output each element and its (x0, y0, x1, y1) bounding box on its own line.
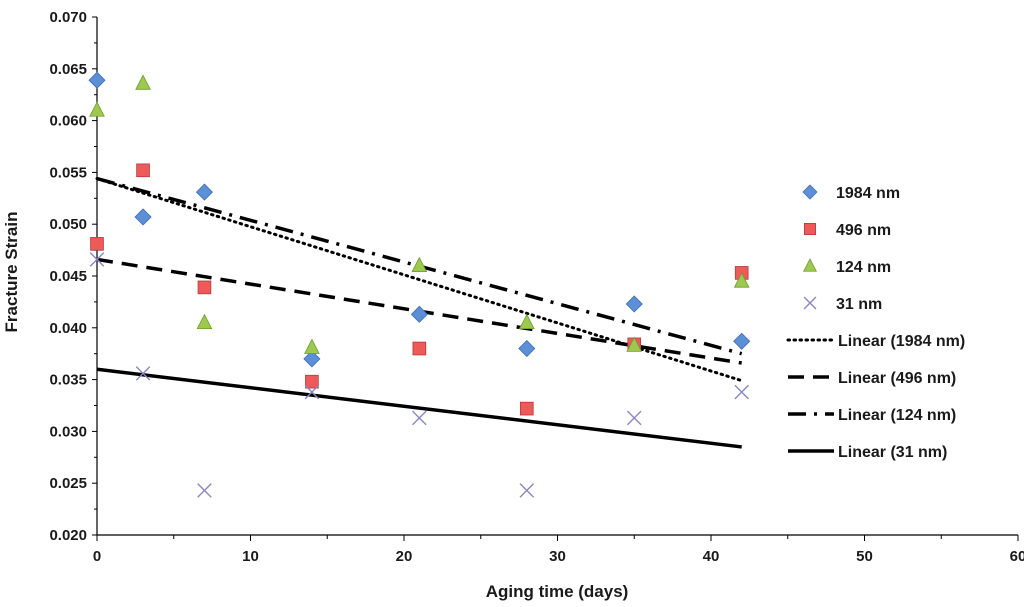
tick-labels: 0.020 0.025 0.030 0.035 0.040 0.045 0.050 0.055… (49, 9, 1024, 565)
x-tick-label: 20 (396, 548, 413, 565)
data-point-x (89, 252, 105, 267)
data-point-square (412, 341, 427, 356)
y-tick-label: 0.060 (49, 113, 87, 130)
data-point-x (734, 384, 749, 400)
x-stroke (197, 483, 212, 498)
legend-label: 31 nm (836, 296, 882, 313)
y-axis-title: Fracture Strain (2, 212, 21, 333)
x-tick-label: 30 (549, 548, 566, 565)
y-tick-label: 0.040 (49, 320, 87, 337)
x-tick-label: 40 (703, 548, 720, 565)
data-point-triangle (518, 313, 535, 330)
data-point-triangle (89, 101, 105, 117)
data-point-square (136, 163, 150, 178)
data-point-square (90, 237, 104, 251)
x-tick-label: 60 (1010, 548, 1024, 565)
data-point-square (197, 280, 212, 295)
x-stroke (734, 384, 749, 400)
x-tick-label: 10 (242, 548, 259, 565)
x-tick-label: 50 (856, 548, 873, 565)
y-tick-label: 0.030 (49, 423, 87, 440)
data-point-diamond (733, 332, 751, 350)
data-point-triangle (733, 272, 750, 288)
data-point-diamond (518, 339, 536, 358)
data-point-x (519, 483, 535, 498)
data-point-diamond (303, 350, 321, 368)
data-point-x (135, 366, 151, 381)
axes (92, 16, 1019, 541)
y-tick-label: 0.050 (49, 216, 87, 233)
legend-label: Linear (31 nm) (838, 444, 947, 461)
data-point-diamond (88, 71, 106, 89)
data-point-x (304, 384, 320, 400)
data-point-diamond (802, 184, 818, 200)
data-point-x (197, 483, 212, 498)
x-axis-title: Aging time (days) (486, 582, 629, 601)
x-tick-label: 0 (93, 548, 101, 565)
x-stroke (135, 366, 151, 381)
x-stroke (803, 296, 817, 310)
data-point-x (626, 410, 642, 426)
y-tick-label: 0.020 (49, 527, 87, 544)
y-tick-label: 0.070 (49, 9, 87, 26)
trendline-solid (96, 367, 742, 449)
data-point-square (520, 401, 534, 416)
data-point-diamond (410, 305, 428, 323)
legend-label: Linear (496 nm) (838, 370, 956, 387)
data-point-diamond (134, 208, 152, 226)
legend-label: 496 nm (836, 222, 891, 239)
legend-label: 124 nm (836, 259, 891, 276)
x-stroke (626, 410, 642, 426)
legend-label: 1984 nm (836, 185, 900, 202)
data-point-x (803, 296, 817, 310)
y-tick-label: 0.035 (49, 372, 87, 389)
data-point-triangle (803, 258, 817, 272)
x-stroke (304, 384, 320, 400)
legend-label: Linear (1984 nm) (838, 333, 965, 350)
x-stroke (412, 410, 427, 426)
data-point-triangle (196, 313, 213, 330)
data-point-square (305, 374, 319, 389)
data-point-x (412, 410, 427, 426)
x-stroke (89, 252, 105, 267)
data-point-triangle (135, 74, 151, 90)
data-points (88, 71, 751, 498)
data-point-triangle (626, 336, 643, 352)
legend: 1984 nm 496 nm 124 nm 31 nm Linear (1984 nm)… (786, 184, 965, 461)
y-tick-label: 0.045 (49, 268, 87, 285)
y-tick-label: 0.055 (49, 164, 87, 181)
x-stroke (519, 483, 535, 498)
data-point-square (804, 222, 817, 235)
legend-label: Linear (124 nm) (838, 407, 956, 424)
data-point-diamond (625, 295, 643, 313)
data-point-triangle (411, 256, 428, 273)
data-point-triangle (304, 338, 320, 354)
y-tick-label: 0.025 (49, 475, 87, 492)
data-point-diamond (195, 183, 214, 201)
y-tick-label: 0.065 (49, 61, 87, 78)
